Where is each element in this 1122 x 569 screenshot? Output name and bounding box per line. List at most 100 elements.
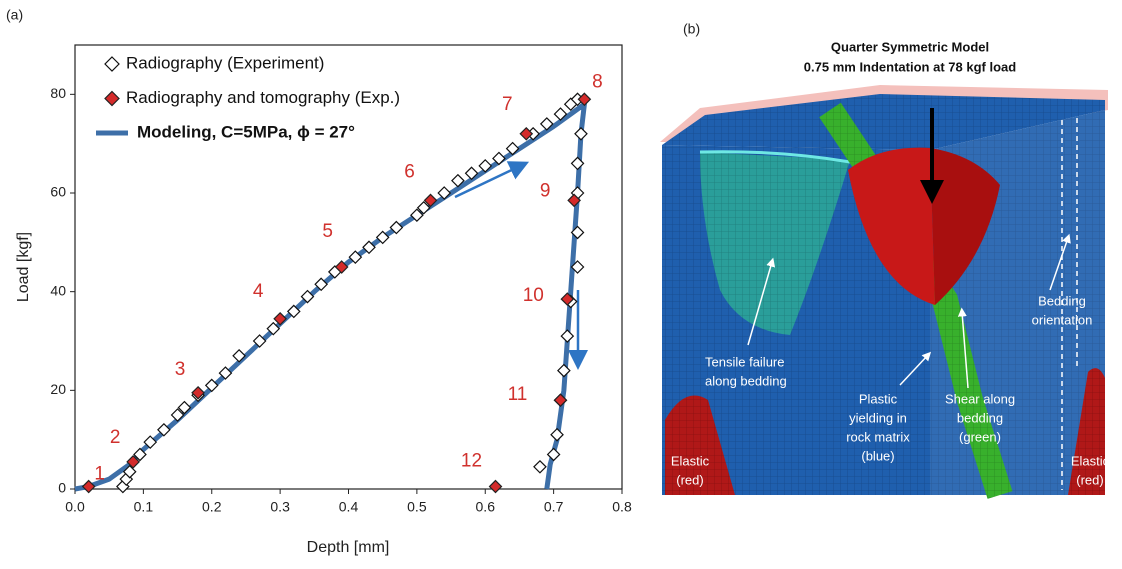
x-tick-label: 0.6 [476, 499, 496, 515]
point-label: 12 [461, 451, 482, 472]
y-tick-label: 40 [50, 282, 66, 298]
radiography-point [375, 230, 390, 245]
x-tick-label: 0.7 [544, 499, 564, 515]
pointer [1049, 233, 1071, 291]
radiography-point [348, 250, 363, 264]
tomography-point [519, 126, 534, 141]
annotation: Shear along [945, 391, 1015, 406]
radiography-point [232, 348, 246, 363]
radiography-point [539, 117, 554, 131]
legend-key [104, 90, 120, 107]
elastic-left [665, 395, 735, 495]
radiography-point [478, 159, 493, 173]
radiography-point [362, 240, 376, 255]
tomography-point [567, 193, 581, 208]
elastic-right [1068, 368, 1105, 495]
x-tick-label: 0.8 [612, 499, 632, 515]
x-axis-label: Depth [mm] [307, 539, 390, 556]
y-tick-label: 20 [50, 381, 66, 397]
radiography-point [314, 277, 328, 292]
radiography-point [546, 447, 561, 462]
radiography-point [389, 220, 404, 235]
point-label: 8 [592, 71, 603, 92]
point-label: 6 [404, 161, 415, 182]
radiography-point [286, 304, 301, 319]
x-tick-label: 0.0 [65, 499, 85, 515]
tensile-zone [700, 152, 850, 335]
y-tick-label: 0 [58, 480, 66, 496]
radiography-point [550, 427, 564, 442]
pointer [899, 351, 932, 386]
model-top [662, 94, 1105, 150]
point-label: 11 [508, 384, 528, 405]
tomography-point [126, 455, 140, 469]
point-label: 10 [523, 285, 544, 306]
radiography-point [157, 422, 171, 437]
radiography-point [574, 126, 588, 141]
annotation: Plastic [859, 391, 898, 406]
x-tick-label: 0.4 [339, 499, 359, 515]
radiography-point [204, 378, 219, 393]
radiography-point [464, 166, 479, 181]
radiography-point [570, 225, 585, 240]
x-tick-label: 0.3 [270, 499, 290, 515]
tomography-point [191, 385, 205, 400]
loading-arrow [454, 161, 530, 199]
annotation: rock matrix [846, 429, 910, 444]
pointer [957, 307, 969, 389]
tomography-point [334, 260, 349, 274]
radiography-point [570, 156, 585, 171]
annotation: orientation [1032, 312, 1093, 327]
tomography-point [423, 193, 438, 208]
annotation: bedding [957, 410, 1003, 425]
point-label: 4 [253, 281, 264, 302]
radiography-point [252, 334, 267, 348]
legend-label: Radiography and tomography (Exp.) [126, 88, 400, 107]
panel-label: (a) [6, 7, 23, 23]
radiography-point [410, 208, 424, 223]
annotation: Elastic [1071, 453, 1110, 468]
radiography-point [133, 447, 147, 462]
indenter-side [930, 148, 1000, 305]
radiography-point [300, 289, 315, 304]
panel-b: (b) Quarter Symmetric Model 0.75 mm Inde… [660, 21, 1110, 499]
legend-label: Modeling, C=5MPa, ϕ = 27° [137, 122, 355, 141]
radiography-point [553, 107, 568, 121]
x-tick-label: 0.1 [134, 499, 154, 515]
model-title: Quarter Symmetric Model [831, 39, 989, 54]
annotation: Elastic [671, 453, 710, 468]
annotation: (red) [676, 472, 703, 487]
radiography-point [492, 151, 506, 166]
x-tick-label: 0.5 [407, 499, 427, 515]
tomography-point [560, 292, 575, 306]
radiography-point [557, 363, 571, 378]
tensile-edge [699, 150, 851, 164]
panel-a: (a) Depth [mm] Load [kgf] 0.0 0.1 0.2 0.3 0.… [6, 7, 632, 557]
pointer [747, 257, 776, 346]
radiography-point [218, 366, 233, 380]
point-label: 5 [322, 221, 333, 242]
radiography-point [437, 186, 452, 200]
radiography-point [416, 200, 431, 215]
point-label: 9 [540, 180, 551, 201]
annotation: along bedding [705, 373, 787, 388]
annotation: Tensile failure [705, 354, 785, 369]
radiography-point [451, 173, 465, 188]
model-subtitle: 0.75 mm Indentation at 78 kgf load [804, 59, 1016, 74]
x-tick-label: 0.2 [202, 499, 222, 515]
tomography-point [577, 92, 592, 107]
radiography-point [570, 260, 585, 274]
annotation: yielding in [849, 410, 907, 425]
annotation: (blue) [861, 448, 894, 463]
annotation: (red) [1076, 472, 1103, 487]
tomography-point [488, 479, 503, 494]
point-label: 3 [175, 359, 186, 380]
y-tick-label: 60 [50, 184, 66, 200]
radiography-point [170, 408, 185, 422]
annotation: Bedding [1038, 293, 1086, 308]
indenter-front [848, 147, 935, 305]
radiography-point [177, 400, 192, 415]
point-label: 7 [502, 94, 513, 115]
radiography-point [143, 435, 158, 449]
